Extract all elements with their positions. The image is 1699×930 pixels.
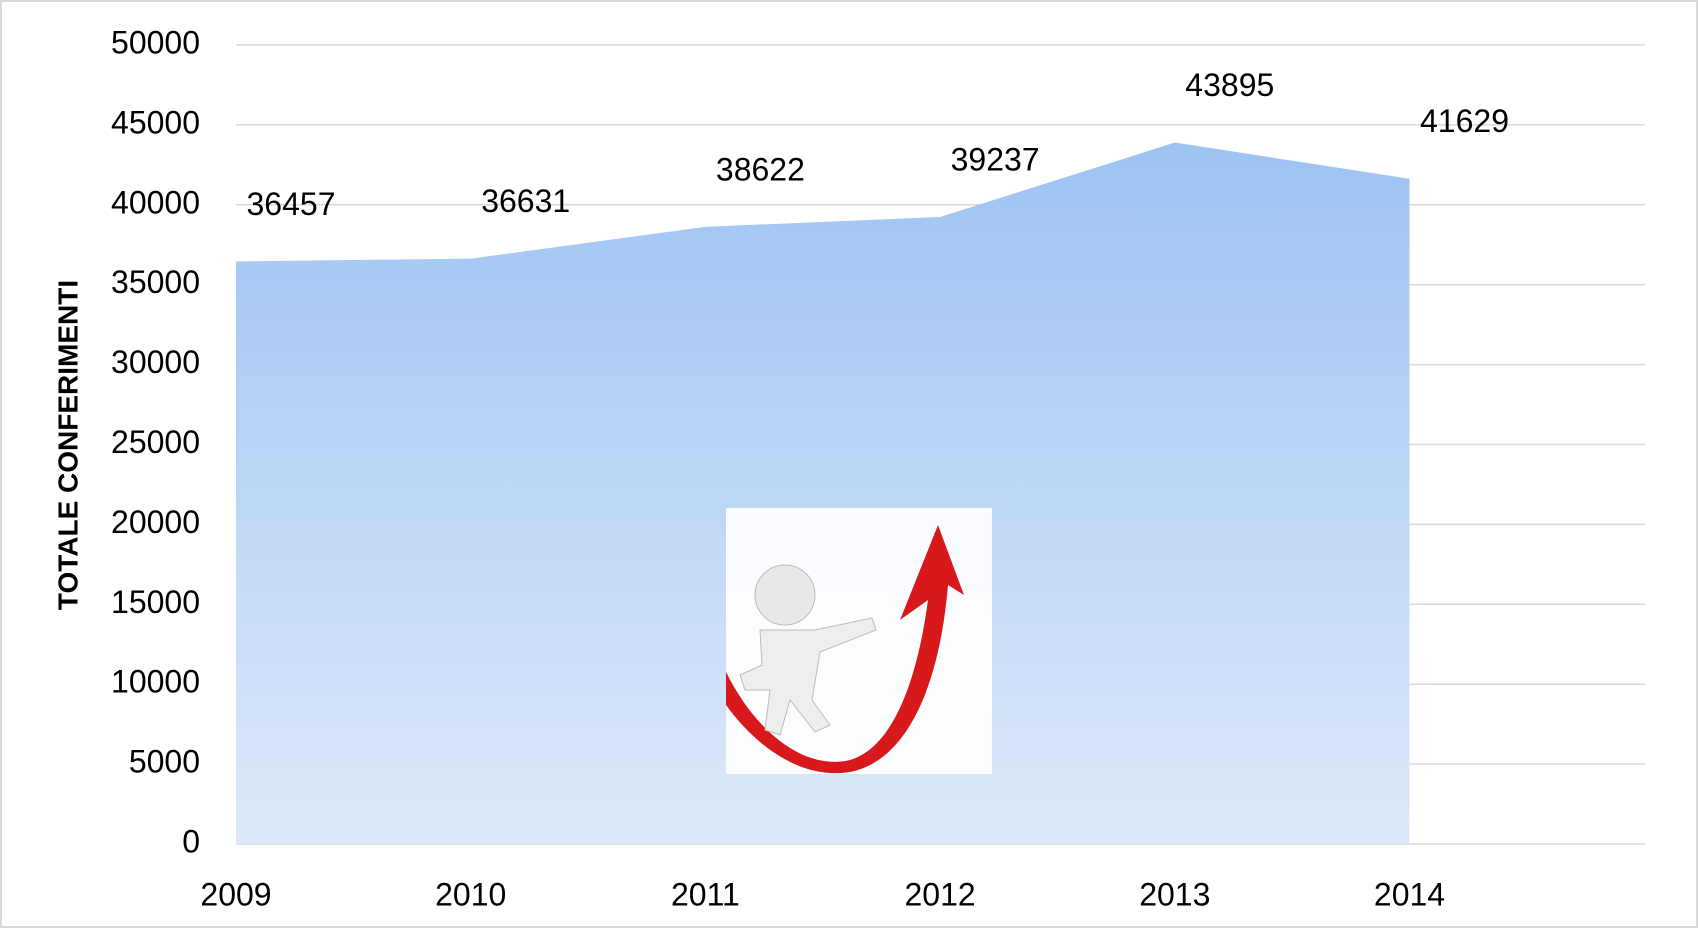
illustration <box>726 508 992 774</box>
x-tick-label: 2012 <box>905 876 976 912</box>
data-label: 41629 <box>1420 103 1509 139</box>
y-axis-title: TOTALE CONFERIMENTI <box>52 280 83 610</box>
area <box>236 142 1410 844</box>
illustration-figure <box>739 617 877 736</box>
x-tick-label: 2011 <box>671 876 740 912</box>
illustration-arrow <box>726 525 964 774</box>
data-label: 38622 <box>716 151 805 187</box>
x-tick-label: 2013 <box>1139 876 1210 912</box>
y-tick-label: 15000 <box>111 584 200 620</box>
y-tick-label: 10000 <box>111 664 200 700</box>
y-tick-label: 5000 <box>129 744 200 780</box>
y-tick-label: 40000 <box>111 184 200 220</box>
y-tick-label: 50000 <box>111 24 200 60</box>
y-tick-label: 45000 <box>111 104 200 140</box>
y-tick-label: 25000 <box>111 424 200 460</box>
y-tick-label: 30000 <box>111 344 200 380</box>
illustration-head <box>754 564 816 626</box>
x-tick-label: 2010 <box>435 876 506 912</box>
y-tick-label: 0 <box>182 823 200 859</box>
area-group <box>236 142 1410 844</box>
labels: 0 5000 10000 15000 20000 25000 30000 35000 40000… <box>111 24 1509 912</box>
x-tick-label: 2014 <box>1374 876 1445 912</box>
y-tick-label: 35000 <box>111 264 200 300</box>
data-label: 36457 <box>247 186 336 222</box>
data-label: 36631 <box>481 183 570 219</box>
data-label: 39237 <box>951 141 1040 177</box>
data-label: 43895 <box>1185 67 1274 103</box>
y-tick-label: 20000 <box>111 504 200 540</box>
x-tick-label: 2009 <box>200 876 271 912</box>
